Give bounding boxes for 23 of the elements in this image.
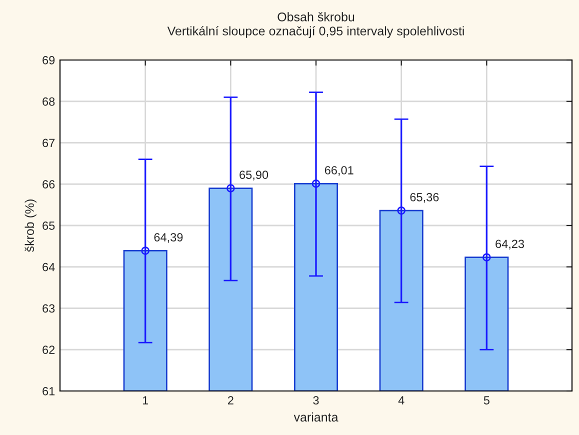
x-tick-label: 5 xyxy=(484,396,490,405)
y-tick-label: 68 xyxy=(42,97,55,106)
x-tick-label: 2 xyxy=(228,396,234,404)
x-axis-title: varianta xyxy=(294,412,338,422)
data-label: 66,01 xyxy=(324,166,354,176)
y-tick-label: 63 xyxy=(42,304,55,313)
y-tick-label: 62 xyxy=(42,346,55,354)
chart-title: Obsah škrobu xyxy=(278,12,354,22)
y-tick-label: 61 xyxy=(42,387,55,396)
y-tick-label: 69 xyxy=(42,56,55,64)
y-tick-label: 67 xyxy=(42,138,55,148)
data-label: 64,39 xyxy=(154,233,183,243)
x-tick-label: 4 xyxy=(398,396,404,404)
x-tick-label: 3 xyxy=(313,396,319,405)
y-tick-label: 64 xyxy=(42,262,55,272)
data-label: 64,23 xyxy=(496,240,524,250)
chart-subtitle: Vertikální sloupce označují 0,95 intervaly spolehlivosti xyxy=(167,26,464,38)
y-tick-label: 66 xyxy=(42,180,55,189)
data-label: 65,36 xyxy=(410,192,439,203)
data-label: 65,90 xyxy=(240,170,268,180)
x-tick-label: 1 xyxy=(142,396,148,404)
y-axis-title: škrob (%) xyxy=(24,200,36,252)
y-tick-label: 65 xyxy=(42,222,55,230)
